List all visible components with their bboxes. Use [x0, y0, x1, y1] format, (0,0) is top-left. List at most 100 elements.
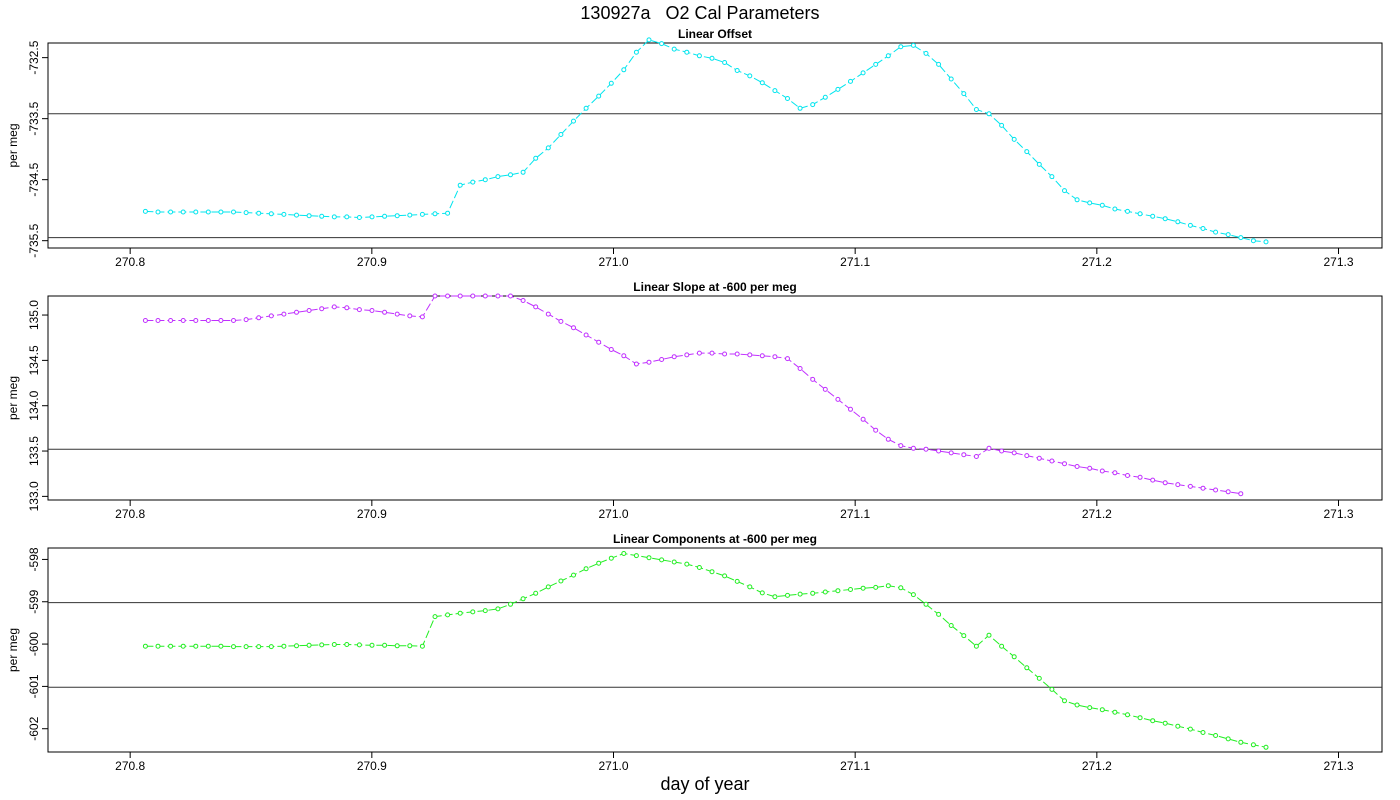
data-point [696, 565, 702, 570]
data-point [973, 107, 979, 112]
data-point [180, 209, 186, 215]
data-point [1024, 665, 1030, 671]
x-tick-label: 271.2 [1082, 507, 1112, 521]
x-tick-label: 270.9 [357, 255, 387, 269]
data-point [193, 643, 199, 649]
data-point [1187, 726, 1193, 732]
data-point [306, 308, 312, 313]
data-point [1200, 485, 1206, 491]
data-point [369, 214, 375, 220]
data-point [231, 209, 236, 215]
data-point [910, 445, 916, 451]
data-point [822, 589, 828, 595]
data-point [508, 293, 513, 299]
y-tick-label: 133.0 [27, 481, 41, 511]
data-point [910, 42, 916, 48]
data-point [1150, 718, 1156, 724]
data-point [394, 643, 400, 649]
data-point [243, 644, 249, 650]
data-point [999, 448, 1005, 454]
data-point [1238, 491, 1244, 497]
data-point [621, 353, 627, 359]
data-point [860, 416, 866, 422]
data-point [1099, 468, 1105, 474]
x-tick-label: 270.8 [115, 507, 145, 521]
data-point [608, 347, 614, 352]
data-point [142, 643, 148, 649]
data-point [1137, 474, 1143, 480]
data-point [696, 53, 702, 59]
data-point [520, 169, 526, 175]
data-point [986, 445, 992, 451]
data-point [797, 591, 803, 597]
data-point [583, 332, 589, 338]
data-point [1200, 226, 1206, 231]
data-point [558, 578, 564, 584]
x-tick-label: 271.0 [598, 507, 628, 521]
x-axis-title: day of year [660, 774, 750, 794]
data-point [822, 94, 828, 100]
x-tick-label: 271.2 [1082, 255, 1112, 269]
data-point [608, 555, 614, 561]
data-point [1024, 149, 1030, 155]
chart-title: 130927a O2 Cal Parameters [580, 3, 820, 23]
data-point [898, 443, 904, 449]
data-point [419, 314, 425, 320]
data-point [671, 354, 677, 360]
plot-frame [47, 547, 1383, 753]
data-point [445, 210, 451, 216]
data-point [1087, 200, 1093, 206]
data-point [545, 145, 551, 151]
data-point [734, 578, 740, 584]
data-point [180, 643, 186, 649]
data-point [1137, 211, 1143, 217]
data-point [218, 209, 224, 215]
data-point [1125, 473, 1130, 478]
y-tick-label: -599 [27, 589, 41, 613]
panel-title: Linear Offset [678, 27, 752, 41]
data-point [1187, 222, 1193, 228]
data-point [910, 592, 916, 598]
y-tick-label: -734.5 [27, 162, 41, 196]
data-point [734, 351, 740, 357]
x-tick-label: 270.8 [115, 255, 145, 269]
data-point [268, 644, 274, 650]
data-point [885, 436, 891, 442]
y-tick-label: 134.0 [27, 390, 41, 420]
data-point [734, 68, 740, 73]
data-point [180, 318, 186, 323]
x-tick-label: 270.9 [357, 759, 387, 773]
data-point [1162, 216, 1168, 222]
data-point [545, 311, 551, 317]
data-point [319, 213, 325, 219]
data-point [344, 305, 350, 311]
data-point [218, 318, 224, 323]
data-point [923, 446, 929, 452]
data-point [344, 214, 350, 220]
data-point [873, 584, 879, 590]
data-point [1200, 730, 1206, 735]
x-tick-label: 271.2 [1082, 759, 1112, 773]
data-point [1011, 450, 1017, 456]
data-point [948, 450, 954, 456]
data-point [369, 642, 375, 648]
data-point [772, 354, 778, 360]
data-point [659, 557, 665, 563]
data-point [533, 590, 539, 596]
data-point [331, 214, 337, 220]
data-point [772, 88, 778, 94]
data-point [1087, 465, 1093, 471]
data-point [860, 585, 866, 591]
data-point [331, 304, 337, 310]
data-point [331, 642, 337, 647]
data-point [633, 49, 639, 55]
y-tick-label: -600 [27, 632, 41, 656]
y-tick-label: -735.5 [27, 223, 41, 257]
y-tick-label: -733.5 [27, 101, 41, 135]
data-point [684, 561, 690, 567]
data-point [961, 91, 967, 97]
data-point [268, 211, 274, 217]
data-point [155, 318, 161, 323]
data-point [1112, 470, 1118, 476]
data-point [508, 601, 513, 607]
